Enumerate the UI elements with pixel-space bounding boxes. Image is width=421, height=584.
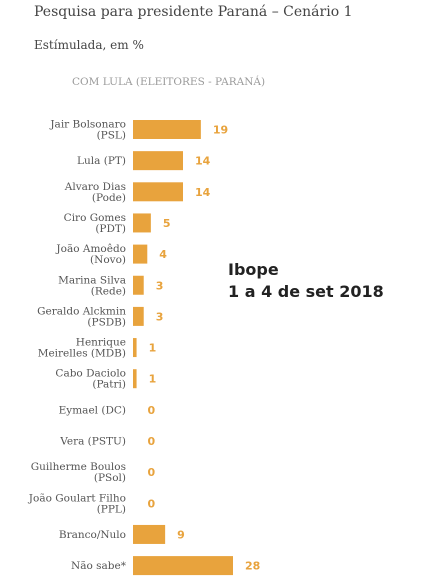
page-subtitle: Estímulada, em % <box>34 38 144 52</box>
category-label-line: João Goulart Filho <box>28 492 126 504</box>
category-label-lula-pt: Lula (PT) <box>77 155 126 167</box>
category-label-line: (Patri) <box>92 379 126 391</box>
category-label-henrique: Henrique Meirelles (MDB) <box>38 337 126 360</box>
bar-jair-bolsonaro <box>133 120 201 139</box>
bar-joao-amoedo <box>133 244 148 264</box>
category-label-line: Geraldo Alckmin <box>37 305 126 317</box>
category-label-line: Lula (PT) <box>77 155 126 167</box>
value-label-vera-pstu: 0 <box>148 435 156 448</box>
category-label-line: Marina Silva <box>58 274 126 286</box>
category-label-line: (PSol) <box>94 472 126 484</box>
bar-geraldo-alckmin <box>133 306 144 326</box>
category-label-alvaro-dias: Alvaro Dias (Pode) <box>64 181 126 204</box>
value-label-ciro-gomes: 5 <box>163 217 171 230</box>
value-label-geraldo-alckmin: 3 <box>156 310 164 323</box>
category-label-line: (PSDB) <box>87 316 126 328</box>
category-label-line: Ciro Gomes <box>64 212 126 224</box>
value-label-jair-bolsonaro: 19 <box>213 124 228 137</box>
category-label-line: (PPL) <box>97 503 126 515</box>
category-label-line: (Pode) <box>92 192 126 204</box>
category-label-line: João Amoêdo <box>55 243 126 255</box>
category-label-line: Eymael (DC) <box>59 404 126 416</box>
category-label-line: Henrique <box>76 337 126 349</box>
category-label-line: Não sabe* <box>71 560 127 572</box>
page-title: Pesquisa para presidente Paraná – Cenári… <box>34 4 353 20</box>
category-label-line: (Rede) <box>91 285 126 297</box>
bar-marina-silva <box>133 275 144 295</box>
category-label-line: Branco/Nulo <box>59 529 126 541</box>
category-label-guilherme-boulos: Guilherme Boulos (PSol) <box>31 461 126 484</box>
category-label-line: Vera (PSTU) <box>59 436 126 448</box>
category-label-line: (Novo) <box>90 254 126 266</box>
value-label-henrique: 1 <box>149 342 157 355</box>
category-label-joao-amoedo: João Amoêdo (Novo) <box>55 243 126 266</box>
bar-alvaro-dias <box>133 182 183 202</box>
category-label-line: Guilherme Boulos <box>31 461 126 473</box>
value-label-lula-pt: 14 <box>195 155 211 168</box>
category-label-branco-nulo: Branco/Nulo <box>59 529 126 541</box>
value-label-marina-silva: 3 <box>156 279 164 292</box>
value-label-guilherme-boulos: 0 <box>148 466 156 479</box>
value-label-branco-nulo: 9 <box>177 528 185 541</box>
value-label-alvaro-dias: 14 <box>195 186 211 199</box>
value-label-eymael-dc: 0 <box>148 404 156 417</box>
category-label-line: (PSL) <box>97 130 126 142</box>
bar-branco-nulo <box>133 524 166 544</box>
category-label-line: Jair Bolsonaro <box>49 119 126 131</box>
category-label-jair-bolsonaro: Jair Bolsonaro (PSL) <box>49 119 126 142</box>
category-label-line: (PDT) <box>95 223 126 235</box>
category-label-ciro-gomes: Ciro Gomes (PDT) <box>64 212 126 235</box>
category-label-marina-silva: Marina Silva (Rede) <box>58 274 126 297</box>
bar-henrique <box>133 338 137 358</box>
poll-source-name: Ibope <box>228 260 279 279</box>
bar-lula-pt <box>133 151 183 171</box>
category-label-vera-pstu: Vera (PSTU) <box>59 436 126 448</box>
poll-source-annotation: Ibope 1 a 4 de set 2018 <box>228 259 384 303</box>
category-label-nao-sabe: Não sabe* <box>71 560 127 572</box>
chart-title: COM LULA (ELEITORES - PARANÁ) <box>72 76 266 88</box>
category-label-cabo-daciolo: Cabo Daciolo (Patri) <box>55 368 126 391</box>
category-label-eymael-dc: Eymael (DC) <box>59 404 126 416</box>
value-label-joao-amoedo: 4 <box>159 248 167 261</box>
bar-nao-sabe <box>133 556 233 576</box>
category-label-joao-goulart-filho: João Goulart Filho (PPL) <box>28 492 126 515</box>
poll-source-date: 1 a 4 de set 2018 <box>228 282 384 301</box>
category-label-line: Meirelles (MDB) <box>38 348 126 360</box>
bar-ciro-gomes <box>133 213 151 233</box>
category-label-line: Cabo Daciolo <box>55 368 126 380</box>
category-label-line: Alvaro Dias <box>64 181 126 193</box>
category-label-geraldo-alckmin: Geraldo Alckmin (PSDB) <box>37 305 126 328</box>
value-label-cabo-daciolo: 1 <box>149 373 157 386</box>
value-label-joao-goulart-filho: 0 <box>148 497 156 510</box>
bar-cabo-daciolo <box>133 369 137 389</box>
value-label-nao-sabe: 28 <box>245 560 260 573</box>
